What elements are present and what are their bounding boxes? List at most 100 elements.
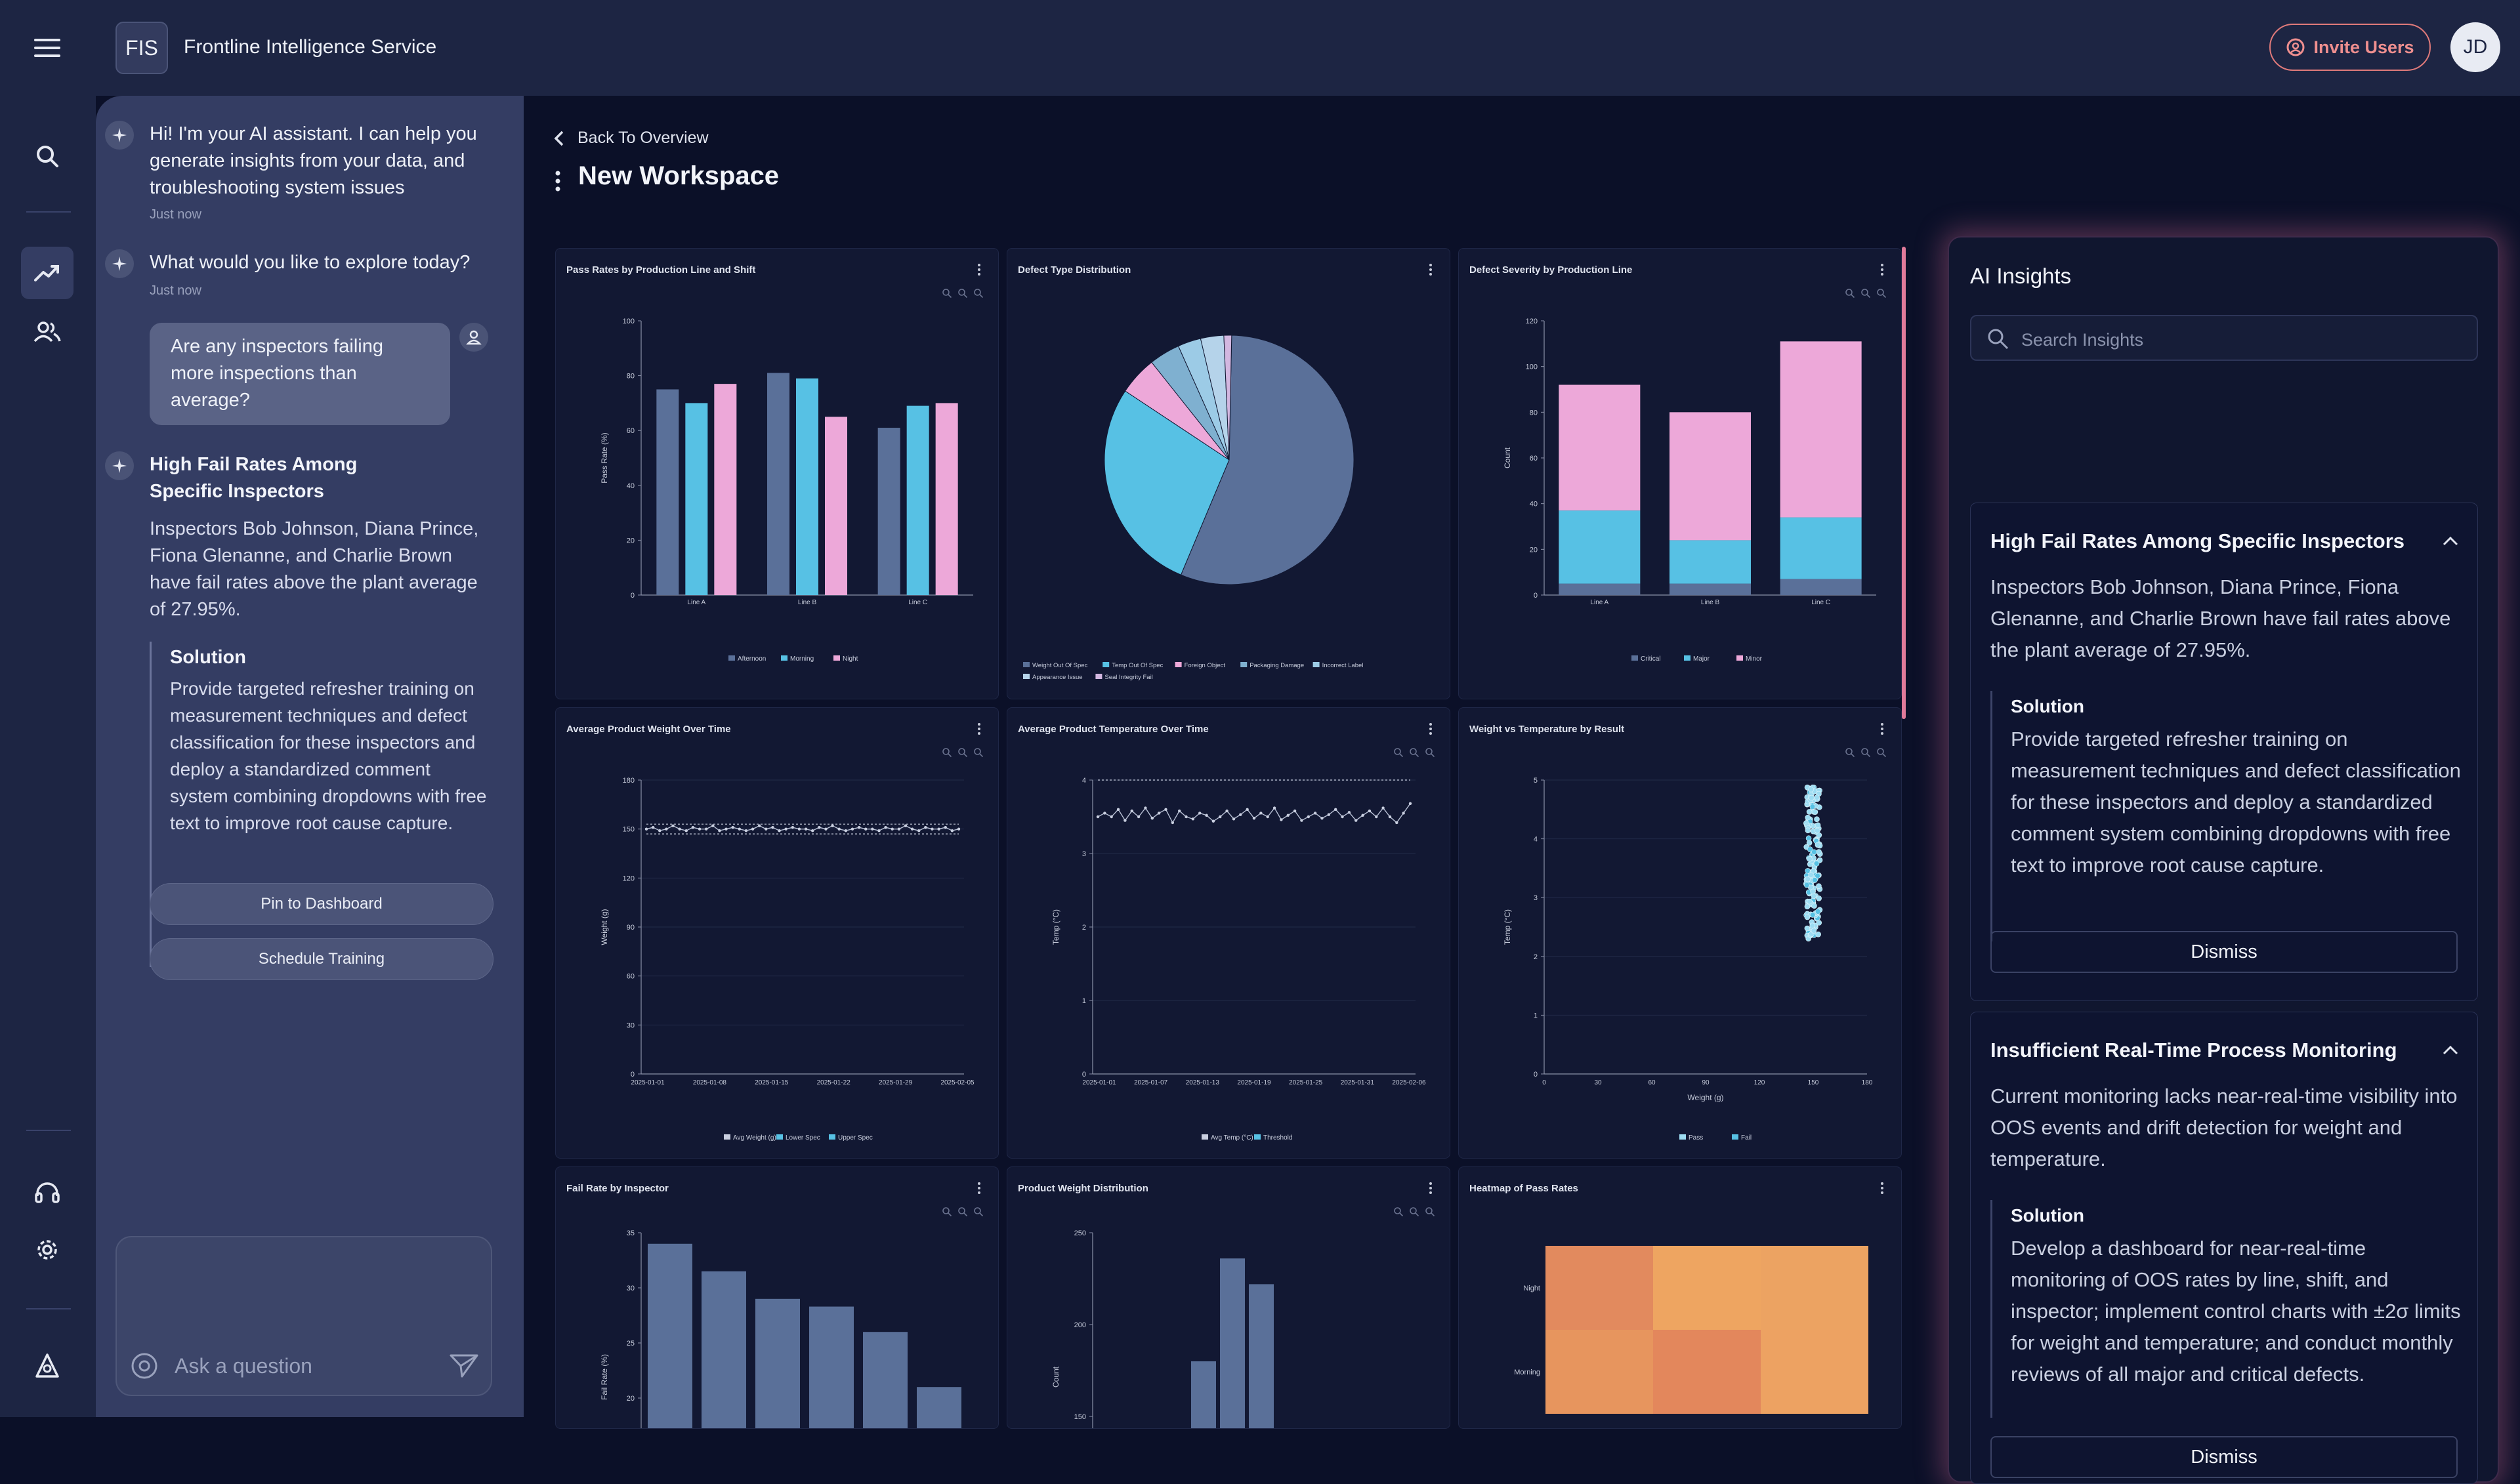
handle xyxy=(979,294,984,299)
workspace-menu-button[interactable] xyxy=(554,169,562,193)
data-point xyxy=(1361,814,1364,817)
settings-nav-button[interactable] xyxy=(26,1229,68,1271)
zoom-reset-icon[interactable] xyxy=(1425,1206,1435,1217)
bar xyxy=(648,1243,692,1428)
menu-dot xyxy=(1881,728,1883,730)
insight-solution-label: Solution xyxy=(2011,696,2084,716)
insights-search-input[interactable]: Search Insights xyxy=(1970,315,2478,361)
chat-solution-block: Solution Provide targeted refresher trai… xyxy=(150,642,491,967)
chart-menu-icon[interactable] xyxy=(1429,263,1433,276)
invite-users-button[interactable]: Invite Users xyxy=(2269,24,2431,71)
x-tick-label: Line B xyxy=(798,599,817,606)
y-tick-label: 0 xyxy=(1534,1071,1538,1079)
zoom-reset-icon[interactable] xyxy=(973,288,984,299)
zoom-reset-icon[interactable] xyxy=(1876,747,1887,758)
chart-zoom-controls xyxy=(942,288,984,299)
zoom-reset-icon[interactable] xyxy=(1425,747,1435,758)
chat-input-placeholder[interactable]: Ask a question xyxy=(175,1354,312,1378)
zoom-out-icon[interactable] xyxy=(1409,1206,1419,1217)
chart-menu-icon[interactable] xyxy=(1429,1182,1433,1195)
menu-dot xyxy=(1429,1182,1432,1185)
y-tick-label: 40 xyxy=(1530,501,1538,508)
chart-card: Product Weight Distribution100150200250C… xyxy=(1007,1166,1450,1429)
users-icon xyxy=(33,321,61,342)
legend-swatch xyxy=(1684,655,1690,661)
users-nav-button[interactable] xyxy=(26,311,68,353)
zoom-out-icon[interactable] xyxy=(1409,747,1419,758)
back-label: Back To Overview xyxy=(578,129,709,147)
chart-menu-icon[interactable] xyxy=(1429,722,1433,735)
zoom-in-icon[interactable] xyxy=(1845,747,1855,758)
y-axis: 0 30 60 90 120 150 180 xyxy=(623,777,964,1079)
zoom-in-icon[interactable] xyxy=(1845,288,1855,299)
pie-slice xyxy=(1104,390,1230,575)
chart-menu-icon[interactable] xyxy=(977,722,981,735)
x-tick-label: 2025-01-29 xyxy=(879,1079,913,1086)
zoom-in-icon[interactable] xyxy=(1393,1206,1404,1217)
data-point xyxy=(738,827,741,831)
chevron-up-icon[interactable] xyxy=(2442,536,2459,546)
insights-nav-button[interactable] xyxy=(21,247,74,299)
insight-card: Insufficient Real-Time Process Monitorin… xyxy=(1970,1012,2478,1484)
bar xyxy=(714,384,737,595)
lens xyxy=(1861,748,1868,755)
back-to-overview-link[interactable]: Back To Overview xyxy=(554,129,709,148)
chart-menu-icon[interactable] xyxy=(1880,263,1884,276)
zoom-out-icon[interactable] xyxy=(1860,747,1871,758)
data-point xyxy=(1300,819,1303,822)
brand-nav-button[interactable] xyxy=(26,1345,68,1387)
dismiss-button[interactable]: Dismiss xyxy=(1990,931,2458,973)
chart-menu-icon[interactable] xyxy=(977,263,981,276)
chart-card: Defect Type Distribution Weight Out Of Sp… xyxy=(1007,248,1450,699)
send-icon[interactable] xyxy=(449,1353,479,1379)
handle xyxy=(1851,753,1855,758)
chart-menu-icon[interactable] xyxy=(977,1182,981,1195)
zoom-out-icon[interactable] xyxy=(1860,288,1871,299)
bar-segment xyxy=(1780,517,1862,579)
menu-dot xyxy=(1881,264,1883,266)
handle xyxy=(1431,753,1435,758)
app-logo[interactable]: FIS xyxy=(116,22,168,74)
menu-button[interactable] xyxy=(29,33,66,63)
y-tick-label: 100 xyxy=(623,318,635,325)
zoom-reset-icon[interactable] xyxy=(1876,288,1887,299)
zoom-out-icon[interactable] xyxy=(957,1206,968,1217)
scatter-point xyxy=(1805,876,1811,882)
zoom-in-icon[interactable] xyxy=(942,747,952,758)
pin-to-dashboard-button[interactable]: Pin to Dashboard xyxy=(150,883,494,925)
data-point xyxy=(1185,815,1188,819)
chart-card: Heatmap of Pass Rates Night Morning xyxy=(1458,1166,1902,1429)
x-tick-label: 0 xyxy=(1542,1079,1546,1086)
bar xyxy=(685,403,708,595)
charts-scrollbar[interactable] xyxy=(1902,247,1906,719)
zoom-in-icon[interactable] xyxy=(942,1206,952,1217)
support-nav-button[interactable] xyxy=(26,1172,68,1214)
dismiss-button[interactable]: Dismiss xyxy=(1990,1436,2458,1478)
avatar[interactable]: JD xyxy=(2450,22,2500,72)
bar-segment xyxy=(1780,341,1862,518)
lens xyxy=(958,748,965,755)
data-point xyxy=(711,824,715,827)
schedule-training-button[interactable]: Schedule Training xyxy=(150,938,494,980)
chevron-up-icon[interactable] xyxy=(2442,1045,2459,1056)
zoom-out-icon[interactable] xyxy=(957,747,968,758)
zoom-reset-icon[interactable] xyxy=(973,1206,984,1217)
chart-menu-icon[interactable] xyxy=(1880,1182,1884,1195)
legend-swatch xyxy=(1631,655,1638,661)
data-point xyxy=(1225,809,1228,813)
search-nav-button[interactable] xyxy=(26,135,68,177)
zoom-in-icon[interactable] xyxy=(942,288,952,299)
gear-icon xyxy=(37,1240,57,1260)
data-point xyxy=(1103,812,1106,815)
zoom-out-icon[interactable] xyxy=(957,288,968,299)
chat-input-box[interactable]: Ask a question xyxy=(116,1236,492,1396)
lens xyxy=(1394,748,1401,755)
zoom-in-icon[interactable] xyxy=(1393,747,1404,758)
scatter-point xyxy=(1809,804,1816,810)
y-axis-label: Temp (°C) xyxy=(1051,909,1060,945)
legend-label: Minor xyxy=(1746,655,1763,663)
chart-menu-icon[interactable] xyxy=(1880,722,1884,735)
zoom-reset-icon[interactable] xyxy=(973,747,984,758)
data-point xyxy=(1395,821,1398,825)
y-tick-label: 30 xyxy=(627,1285,635,1292)
